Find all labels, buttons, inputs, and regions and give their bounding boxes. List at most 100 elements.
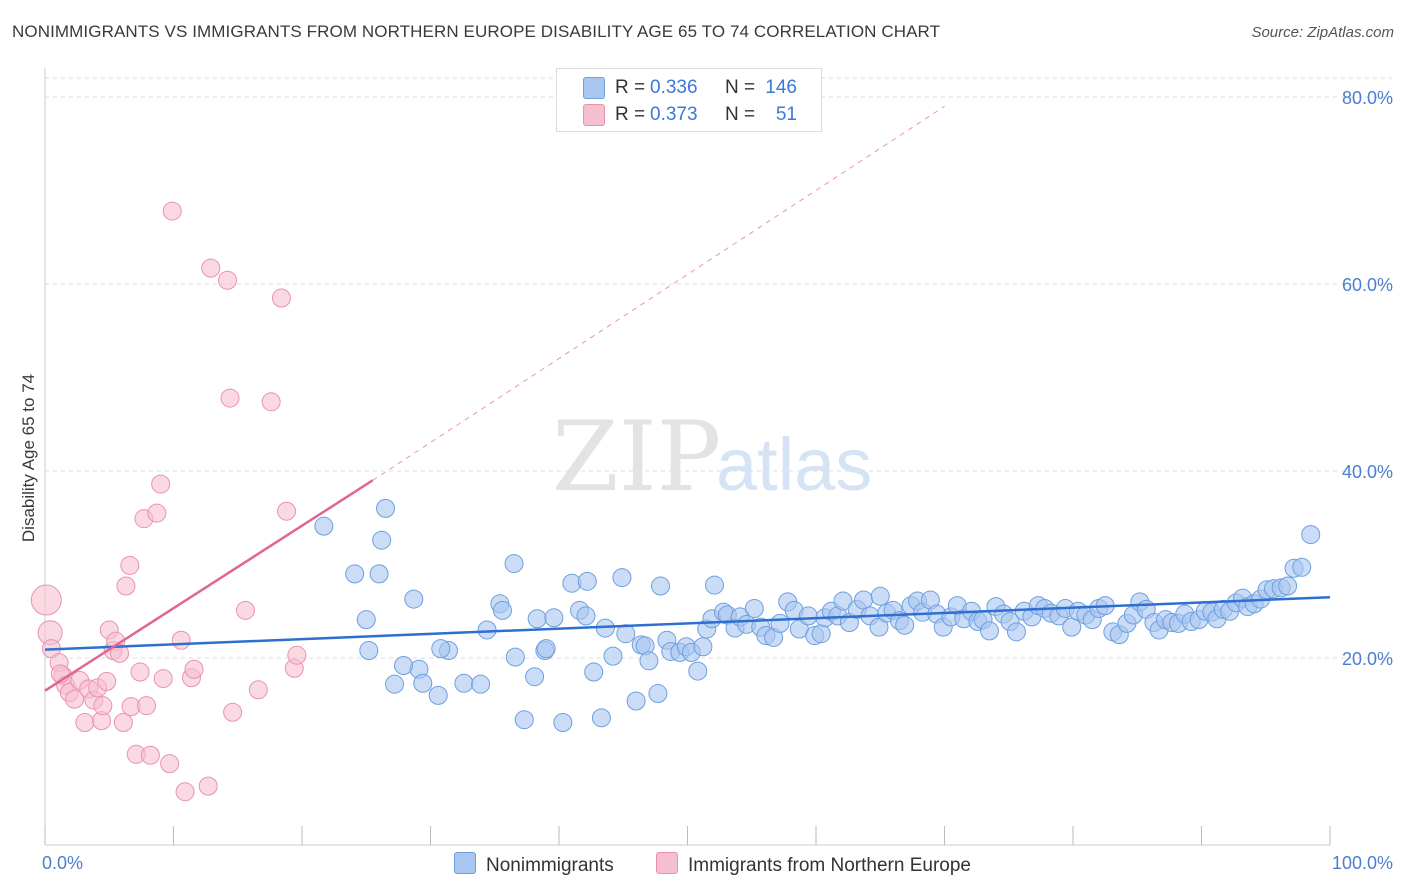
data-point (854, 590, 874, 610)
data-point (223, 702, 243, 722)
data-point (217, 270, 237, 290)
data-point (235, 600, 255, 620)
stats-legend-row-nonimmigrants: R = 0.336 N = 146 (557, 75, 821, 101)
data-point (693, 637, 713, 657)
data-point (75, 713, 95, 733)
data-point (688, 661, 708, 681)
legend-label: Immigrants from Northern Europe (688, 855, 971, 876)
data-point (798, 606, 818, 626)
data-point (648, 684, 668, 704)
data-point (359, 641, 379, 661)
data-point (979, 621, 999, 641)
legend-swatch-pink (583, 104, 605, 126)
data-point (137, 696, 157, 716)
data-point (175, 782, 195, 802)
data-point (639, 651, 659, 671)
data-point (626, 691, 646, 711)
data-point (287, 645, 307, 665)
data-point (527, 609, 547, 629)
chart-source: Source: ZipAtlas.com (1251, 24, 1394, 41)
data-point (591, 708, 611, 728)
data-point (369, 564, 389, 584)
watermark-atlas: atlas (716, 423, 872, 506)
data-point (171, 630, 191, 650)
data-point (184, 659, 204, 679)
data-point (505, 647, 525, 667)
data-point (140, 745, 160, 765)
data-point (261, 392, 281, 412)
data-point (413, 673, 433, 693)
trend-lines (44, 105, 1331, 692)
trend-line-nonimmigrants (44, 595, 1331, 651)
n-value: 51 (775, 104, 797, 125)
n-value: 146 (765, 77, 797, 98)
data-point (577, 571, 597, 591)
r-label: R = (615, 104, 646, 125)
legend-swatch-blue (583, 77, 605, 99)
data-point (65, 689, 85, 709)
data-point (372, 530, 392, 550)
data-point (220, 388, 240, 408)
data-point (376, 498, 396, 518)
data-point (271, 288, 291, 308)
data-point (770, 613, 790, 633)
stats-legend-row-immigrants: R = 0.373 N = 51 (557, 102, 821, 128)
data-point (404, 589, 424, 609)
data-point (113, 713, 133, 733)
data-point (116, 576, 136, 596)
data-point (895, 615, 915, 635)
axes (44, 68, 1331, 846)
tick-labels: 20.0% 40.0% 60.0% 80.0% 0.0% 100.0% (42, 88, 1393, 873)
data-point (97, 671, 117, 691)
y-tick-label: 80.0% (1342, 88, 1393, 108)
trend-line-immigrants-extension (372, 105, 945, 481)
data-point (536, 639, 556, 659)
stats-legend: R = 0.336 N = 146 R = 0.373 N = 51 (556, 68, 822, 132)
data-point (744, 598, 764, 618)
data-point (584, 662, 604, 682)
data-point (477, 620, 497, 640)
legend-item-immigrants-northern-europe[interactable]: Immigrants from Northern Europe (656, 852, 971, 877)
data-point (833, 591, 853, 611)
data-point (93, 696, 113, 716)
data-point (454, 673, 474, 693)
data-point (471, 674, 491, 694)
data-point (431, 639, 451, 659)
data-point (394, 655, 414, 675)
data-point (30, 584, 62, 616)
data-point (544, 608, 564, 628)
x-tick-label: 100.0% (1332, 853, 1393, 873)
data-point (160, 754, 180, 774)
data-point (1062, 617, 1082, 637)
data-point (492, 600, 512, 620)
data-point (130, 662, 150, 682)
y-tick-label: 60.0% (1342, 275, 1393, 295)
data-point (1301, 525, 1321, 545)
x-tick-label: 0.0% (42, 853, 83, 873)
data-point (811, 624, 831, 644)
data-point (525, 667, 545, 687)
legend-swatch-blue (454, 852, 476, 874)
data-point (514, 710, 534, 730)
r-label: R = (615, 77, 646, 98)
data-point (153, 669, 173, 689)
data-point (356, 610, 376, 630)
data-point (345, 564, 365, 584)
data-point (1278, 576, 1298, 596)
data-point (1292, 557, 1312, 577)
data-point (314, 516, 334, 536)
data-point (651, 576, 671, 596)
chart-title: NONIMMIGRANTS VS IMMIGRANTS FROM NORTHER… (12, 22, 941, 41)
data-point (603, 646, 623, 666)
data-point (504, 554, 524, 574)
data-point (147, 503, 167, 523)
legend-item-nonimmigrants[interactable]: Nonimmigrants (454, 852, 614, 877)
n-label: N = (725, 104, 756, 125)
data-point (162, 201, 182, 221)
r-value: 0.336 (650, 77, 698, 98)
grid-lines (45, 77, 1392, 659)
legend-label: Nonimmigrants (486, 855, 614, 876)
data-point (277, 501, 297, 521)
data-point (553, 713, 573, 733)
